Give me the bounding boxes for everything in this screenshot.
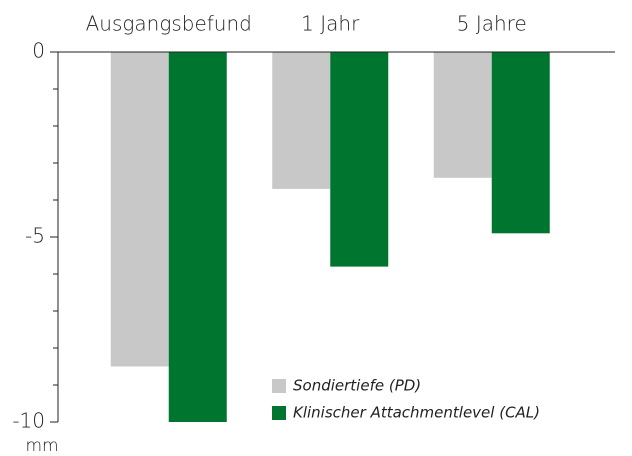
legend-label: Sondiertiefe (PD) [293, 377, 421, 395]
legend-swatch [272, 379, 286, 393]
legend-swatch [272, 406, 286, 420]
category-label: 5 Jahre [457, 12, 527, 36]
category-label: Ausgangsbefund [86, 12, 252, 36]
y-tick-label: 0 [32, 39, 45, 63]
bar [330, 52, 389, 267]
bar [110, 52, 169, 367]
bar [491, 52, 550, 234]
bar [272, 52, 331, 189]
y-tick-label: -10 [12, 409, 45, 433]
category-label: 1 Jahr [301, 12, 360, 36]
bar [168, 52, 227, 422]
legend-label: Klinischer Attachmentlevel (CAL) [293, 404, 540, 422]
bar [433, 52, 492, 178]
y-tick-label: -5 [25, 224, 45, 248]
y-axis-unit: mm [25, 436, 58, 456]
